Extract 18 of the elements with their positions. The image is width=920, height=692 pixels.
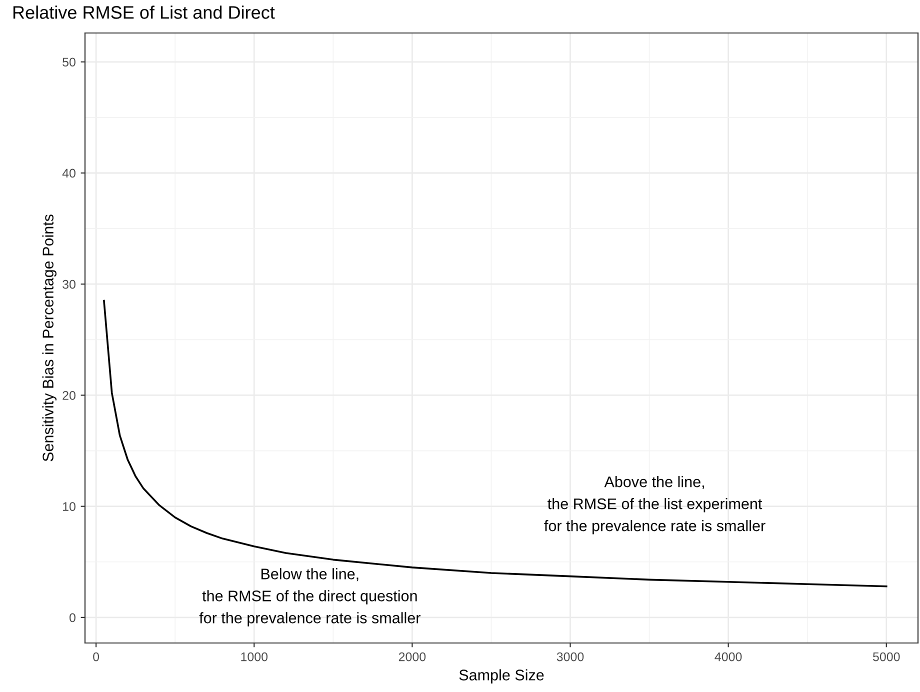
x-tick-label: 3000	[556, 652, 584, 662]
y-tick-label: 50	[62, 58, 76, 67]
x-tick-label: 1000	[241, 652, 268, 662]
y-tick-label: 0	[70, 613, 76, 622]
y-tick-label: 30	[62, 280, 76, 289]
y-tick-label: 10	[63, 502, 76, 511]
chart-title: Relative RMSE of List and Direct	[13, 6, 275, 19]
line-series	[103, 300, 888, 588]
y-tick-label: 40	[62, 168, 76, 178]
x-tick-label: 2000	[398, 652, 426, 662]
x-tick-label: 5000	[872, 652, 900, 662]
x-tick-label: 4000	[714, 652, 742, 662]
y-axis-title: Sensitivity Bias in Percentage Points	[42, 214, 57, 462]
y-tick-label: 20	[62, 391, 76, 400]
x-axis-title: Sample Size	[459, 669, 544, 684]
annotation: Below the line, the RMSE of the direct question for the prevalence rate is smaller	[199, 568, 420, 626]
x-tick-label: 0	[93, 652, 100, 662]
annotation: Above the line, the RMSE of the list experiment for the prevalence rate is smaller	[544, 476, 766, 534]
